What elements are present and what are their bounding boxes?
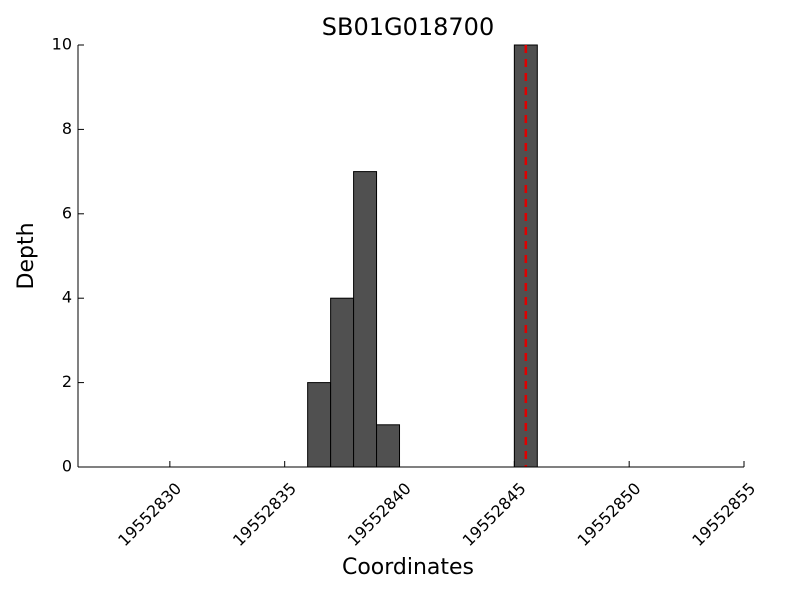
bar bbox=[353, 171, 378, 468]
y-tick-label: 4 bbox=[62, 288, 72, 307]
x-tick-label: 19552845 bbox=[459, 479, 530, 550]
y-axis-label: Depth bbox=[14, 222, 39, 289]
y-tick-label: 0 bbox=[62, 457, 72, 476]
chart-title: SB01G018700 bbox=[322, 13, 494, 41]
bar bbox=[330, 297, 355, 468]
y-tick-label: 6 bbox=[62, 203, 72, 222]
x-tick-label: 19552850 bbox=[573, 479, 644, 550]
y-tick-label: 10 bbox=[52, 35, 72, 54]
x-axis-label: Coordinates bbox=[342, 555, 474, 580]
y-tick-label: 2 bbox=[62, 372, 72, 391]
y-tick-label: 8 bbox=[62, 119, 72, 138]
x-tick-label: 19552840 bbox=[344, 479, 415, 550]
x-tick-label: 19552835 bbox=[229, 479, 300, 550]
bar bbox=[376, 424, 401, 468]
x-tick-label: 19552855 bbox=[688, 479, 759, 550]
x-tick-label: 19552830 bbox=[114, 479, 185, 550]
bar bbox=[307, 382, 332, 468]
